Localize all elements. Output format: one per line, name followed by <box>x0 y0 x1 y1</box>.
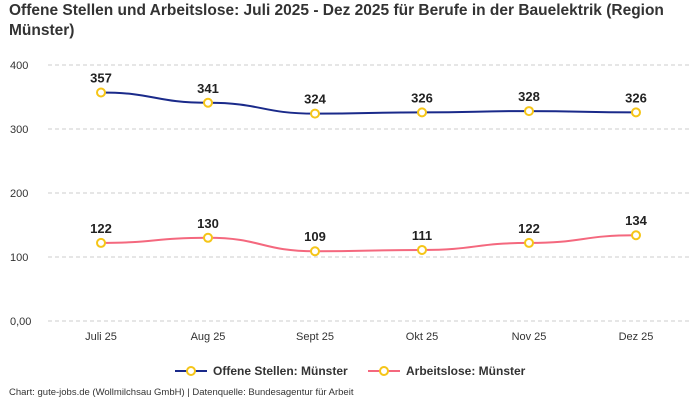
data-label: 134 <box>625 213 647 228</box>
data-point <box>203 232 213 243</box>
data-point <box>417 107 427 118</box>
series-line <box>100 234 637 253</box>
x-tick-label: Sept 25 <box>296 331 334 343</box>
data-point <box>417 244 427 255</box>
x-tick-label: Nov 25 <box>512 331 547 343</box>
legend-label: Arbeitslose: Münster <box>406 364 526 378</box>
data-label: 122 <box>90 221 112 236</box>
legend-marker <box>379 366 389 376</box>
y-tick-label: 100 <box>10 252 28 264</box>
y-tick-label: 400 <box>10 60 28 72</box>
data-label: 357 <box>90 71 112 86</box>
data-label: 122 <box>518 221 540 236</box>
data-label: 328 <box>518 89 540 104</box>
data-label: 326 <box>625 90 647 105</box>
data-label: 326 <box>411 90 433 105</box>
data-label: 111 <box>412 228 432 243</box>
data-point <box>631 230 641 241</box>
x-tick-label: Dez 25 <box>619 331 654 343</box>
data-point <box>524 237 534 248</box>
data-point <box>524 106 534 117</box>
x-tick-label: Okt 25 <box>406 331 438 343</box>
data-label: 324 <box>304 92 326 107</box>
data-point <box>631 107 641 118</box>
data-label: 109 <box>304 229 326 244</box>
y-tick-label: 300 <box>10 124 28 136</box>
y-tick-label: 200 <box>10 188 28 200</box>
data-label: 341 <box>197 81 219 96</box>
y-tick-label: 0,00 <box>10 316 31 328</box>
chart-title: Offene Stellen und Arbeitslose: Juli 202… <box>9 2 664 39</box>
data-point <box>310 246 320 257</box>
legend-label: Offene Stellen: Münster <box>213 364 348 378</box>
data-point <box>203 97 213 108</box>
series-line <box>100 91 637 115</box>
legend-marker <box>186 366 196 376</box>
data-label: 130 <box>197 216 219 231</box>
data-point <box>96 87 106 98</box>
data-point <box>310 108 320 119</box>
data-point <box>96 237 106 248</box>
x-tick-label: Juli 25 <box>85 331 117 343</box>
x-tick-label: Aug 25 <box>191 331 226 343</box>
chart-source: Chart: gute-jobs.de (Wollmilchsau GmbH) … <box>9 387 354 398</box>
